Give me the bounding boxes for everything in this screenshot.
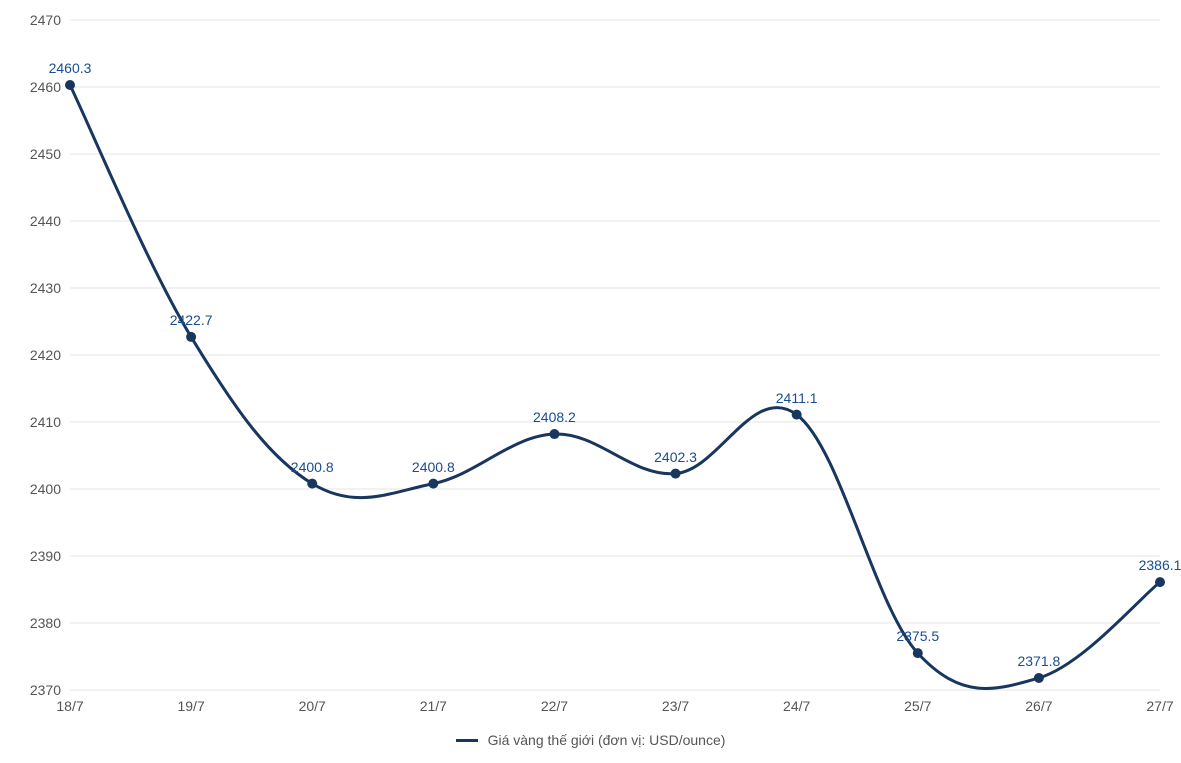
point-label: 2408.2: [533, 409, 576, 425]
y-tick-label: 2420: [30, 347, 61, 363]
x-tick-label: 25/7: [904, 698, 931, 714]
data-point: [913, 648, 923, 658]
data-point: [1155, 577, 1165, 587]
y-tick-label: 2410: [30, 414, 61, 430]
x-tick-label: 27/7: [1146, 698, 1173, 714]
y-tick-label: 2460: [30, 79, 61, 95]
series-line: [70, 85, 1160, 688]
gold-price-chart: 2370 2380 2390 2400 2410 2420 2430 2440 2450 2460…: [0, 0, 1181, 763]
data-point: [1034, 673, 1044, 683]
point-label: 2375.5: [896, 628, 939, 644]
y-tick-label: 2380: [30, 615, 61, 631]
x-tick-label: 26/7: [1025, 698, 1052, 714]
data-point: [428, 479, 438, 489]
data-point: [65, 80, 75, 90]
legend-swatch: [456, 739, 478, 742]
chart-svg: [0, 0, 1181, 763]
point-label: 2460.3: [49, 60, 92, 76]
point-label: 2386.1: [1139, 557, 1181, 573]
point-label: 2411.1: [776, 390, 818, 406]
x-tick-label: 19/7: [177, 698, 204, 714]
y-tick-label: 2430: [30, 280, 61, 296]
y-tick-label: 2450: [30, 146, 61, 162]
y-tick-label: 2470: [30, 12, 61, 28]
data-point: [549, 429, 559, 439]
x-tick-label: 21/7: [420, 698, 447, 714]
x-tick-label: 20/7: [299, 698, 326, 714]
point-label: 2402.3: [654, 449, 697, 465]
data-point: [671, 469, 681, 479]
point-label: 2400.8: [291, 459, 334, 475]
y-tick-label: 2370: [30, 682, 61, 698]
y-tick-label: 2390: [30, 548, 61, 564]
x-tick-label: 24/7: [783, 698, 810, 714]
data-point: [792, 410, 802, 420]
x-tick-label: 23/7: [662, 698, 689, 714]
x-tick-label: 22/7: [541, 698, 568, 714]
legend: Giá vàng thế giới (đơn vị: USD/ounce): [0, 732, 1181, 748]
point-label: 2400.8: [412, 459, 455, 475]
x-tick-label: 18/7: [56, 698, 83, 714]
y-tick-label: 2400: [30, 481, 61, 497]
legend-label: Giá vàng thế giới (đơn vị: USD/ounce): [488, 732, 726, 748]
data-point: [307, 479, 317, 489]
data-point: [186, 332, 196, 342]
y-tick-label: 2440: [30, 213, 61, 229]
point-label: 2371.8: [1017, 653, 1060, 669]
point-label: 2422.7: [170, 312, 213, 328]
